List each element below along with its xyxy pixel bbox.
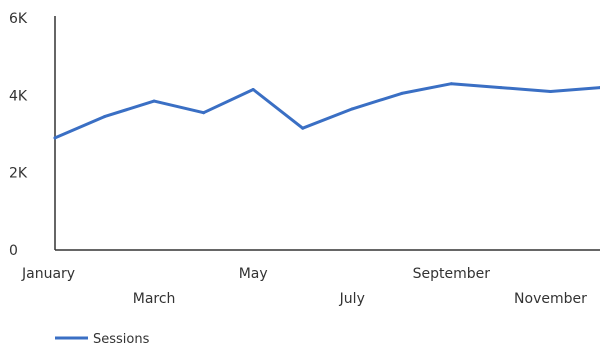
data-point bbox=[400, 91, 404, 95]
y-tick-label: 6K bbox=[9, 11, 28, 27]
x-tick-label: January bbox=[21, 266, 75, 282]
data-point bbox=[103, 115, 107, 119]
x-tick-label: May bbox=[239, 266, 268, 282]
data-point bbox=[202, 111, 206, 115]
data-point bbox=[53, 136, 57, 140]
data-point bbox=[152, 99, 156, 103]
axes bbox=[54, 16, 600, 251]
x-tick-label: July bbox=[339, 291, 365, 307]
series-line-sessions bbox=[53, 82, 600, 140]
legend-label: Sessions bbox=[93, 332, 150, 347]
x-tick-labels: January March May July September November bbox=[21, 266, 587, 307]
data-point bbox=[350, 107, 354, 111]
legend: Sessions bbox=[55, 332, 150, 347]
data-point bbox=[548, 89, 552, 93]
data-point bbox=[449, 82, 453, 86]
y-tick-label: 0 bbox=[9, 243, 18, 259]
x-tick-label: September bbox=[413, 266, 491, 282]
y-tick-labels: 0 2K 4K 6K bbox=[9, 11, 28, 259]
x-tick-label: March bbox=[133, 291, 176, 307]
y-tick-label: 2K bbox=[9, 166, 28, 182]
data-point bbox=[251, 88, 255, 92]
data-point bbox=[301, 126, 305, 130]
y-tick-label: 4K bbox=[9, 88, 28, 104]
series-layer bbox=[53, 82, 600, 140]
x-tick-label: November bbox=[514, 291, 587, 307]
data-point bbox=[499, 86, 503, 90]
